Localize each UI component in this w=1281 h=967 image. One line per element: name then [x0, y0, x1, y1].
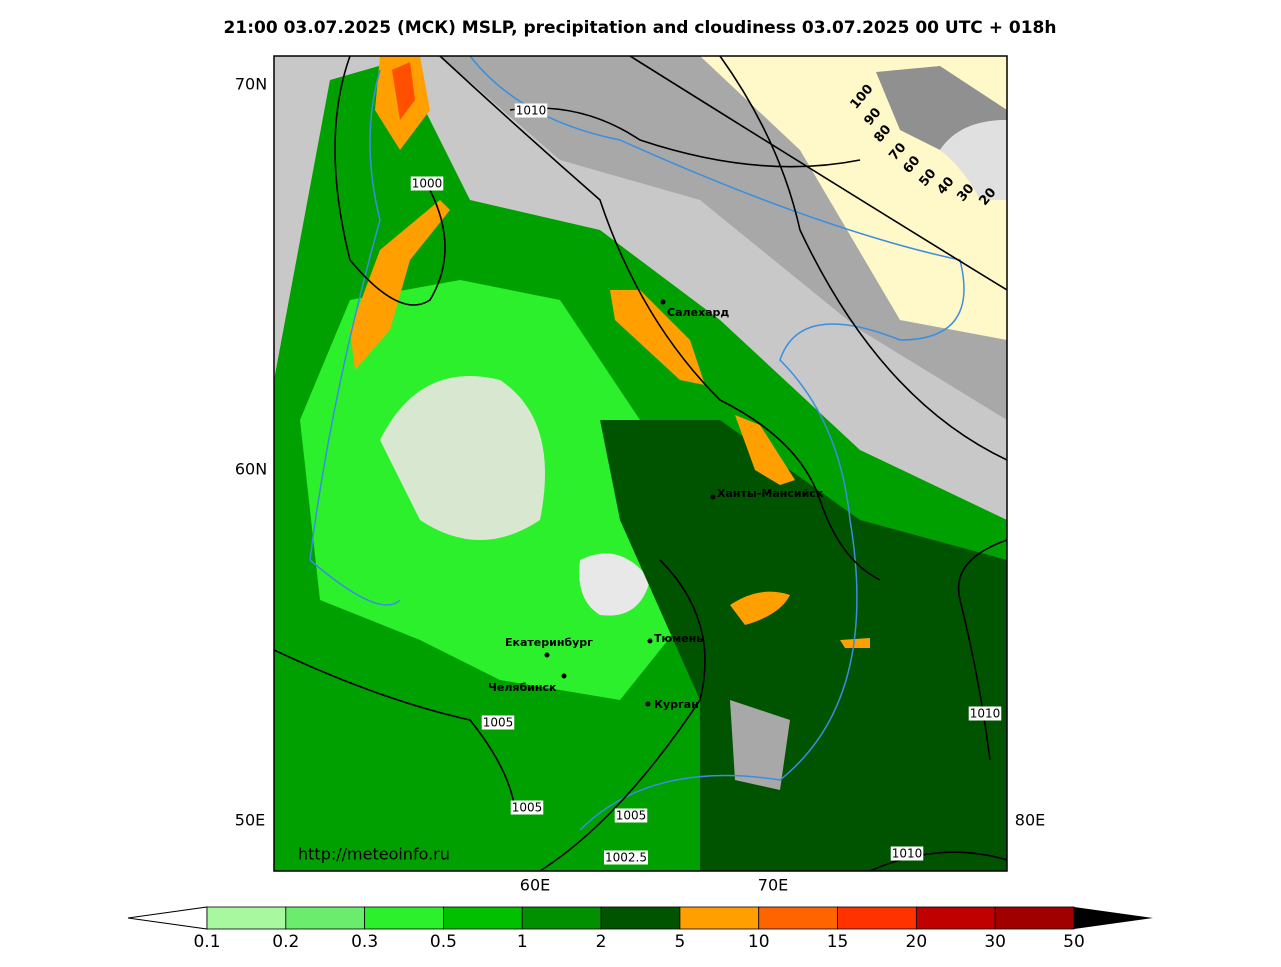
- isobar-label-box: [481, 715, 515, 730]
- isobar-label: 1005: [616, 809, 647, 823]
- isobar-label: 1005: [483, 716, 514, 730]
- colorbar-label: 50: [1063, 932, 1085, 952]
- precip-gap: [579, 553, 650, 616]
- axis-label: 70N: [235, 75, 267, 94]
- isobar-label-box: [514, 103, 548, 118]
- colorbar-box: [994, 906, 1075, 930]
- city-label: Екатеринбург: [505, 636, 593, 649]
- colorbar-box: [285, 906, 366, 930]
- isobar: [539, 559, 706, 871]
- colorbar-box: [915, 906, 996, 930]
- axis-label: 60E: [520, 876, 550, 895]
- colorbar-label: 5: [674, 932, 685, 952]
- colorbar-label: 20: [906, 932, 928, 952]
- colorbar-label: 10: [748, 932, 770, 952]
- city-dot: [710, 494, 716, 500]
- colorbar-label: 0.2: [272, 932, 299, 952]
- colorbar-box: [679, 906, 760, 930]
- isobar-label: 1005: [512, 801, 543, 815]
- colorbar-box: [600, 906, 681, 930]
- isobar-label: 1000: [412, 177, 443, 191]
- colorbar-label: 30: [984, 932, 1006, 952]
- isobar-label-box: [968, 706, 1002, 721]
- isobar: [629, 56, 1007, 291]
- city-dot: [561, 673, 567, 679]
- city-label: Курган: [654, 698, 699, 711]
- colorbar-label: 0.5: [430, 932, 457, 952]
- isotherm: [469, 56, 965, 831]
- city-dot: [544, 652, 550, 658]
- map: [274, 56, 1007, 871]
- city-label: Тюмень: [654, 632, 703, 645]
- colorbar-box: [837, 906, 917, 930]
- precip-heavy-area: [730, 591, 790, 625]
- title: 21:00 03.07.2025 (МСК) MSLP, precipitati…: [224, 18, 1057, 38]
- precip-heavy-area: [735, 415, 795, 485]
- precip-heavy-area: [350, 200, 450, 370]
- colorbar-low-end: [127, 906, 208, 930]
- cloud-scale-wedge: [940, 120, 1007, 200]
- isobar-label-box: [614, 808, 648, 823]
- colorbar-box: [758, 906, 838, 930]
- cloud-scale-wedge: [876, 66, 1007, 150]
- axis-label: 70E: [758, 876, 788, 895]
- isobar-label-box: [510, 800, 544, 815]
- city-label: Челябинск: [488, 681, 557, 694]
- isotherm: [309, 69, 401, 606]
- isobar: [334, 56, 446, 306]
- colorbar-label: 15: [827, 932, 849, 952]
- isobar: [719, 56, 1007, 461]
- colorbar-label: 0.1: [193, 932, 220, 952]
- city-label: Ханты-Мансийск: [717, 487, 824, 500]
- colorbar-box: [521, 906, 602, 930]
- city-dot: [647, 638, 653, 644]
- isobar: [439, 56, 881, 581]
- precip-heavy-area: [610, 290, 705, 385]
- isobar-label-box: [890, 846, 924, 861]
- precip-heavy-area: [840, 638, 870, 648]
- colorbar-high-end: [1074, 907, 1153, 929]
- isobar-label: 1010: [892, 847, 923, 861]
- axis-label: 80E: [1015, 811, 1045, 830]
- isobar-label-box: [604, 850, 648, 865]
- colorbar-label: 1: [517, 932, 528, 952]
- colorbar-box: [364, 906, 444, 930]
- axis-label: 60N: [235, 460, 267, 479]
- city-label: Салехард: [667, 306, 729, 319]
- precip-gap: [380, 376, 545, 540]
- precip-heavy-area: [392, 62, 415, 120]
- colorbar-label: 0.3: [351, 932, 378, 952]
- cloud-area: [730, 700, 790, 790]
- isobar: [274, 649, 516, 811]
- isobar: [869, 851, 1007, 871]
- colorbar-label: 2: [596, 932, 607, 952]
- isobar-label: 1010: [970, 707, 1001, 721]
- url: http://meteoinfo.ru: [298, 845, 450, 864]
- precip-heavy: [600, 420, 1007, 871]
- axis-label: 50E: [235, 811, 265, 830]
- city-dot: [660, 299, 666, 305]
- isobar-label: 1010: [516, 104, 547, 118]
- city-dot: [645, 701, 651, 707]
- isobar: [509, 107, 861, 168]
- isobar-label: 1002.5: [605, 851, 647, 865]
- isobar-label-box: [410, 176, 444, 191]
- colorbar-box: [443, 906, 523, 930]
- map-frame: [273, 55, 1008, 872]
- colorbar-box: [206, 906, 287, 930]
